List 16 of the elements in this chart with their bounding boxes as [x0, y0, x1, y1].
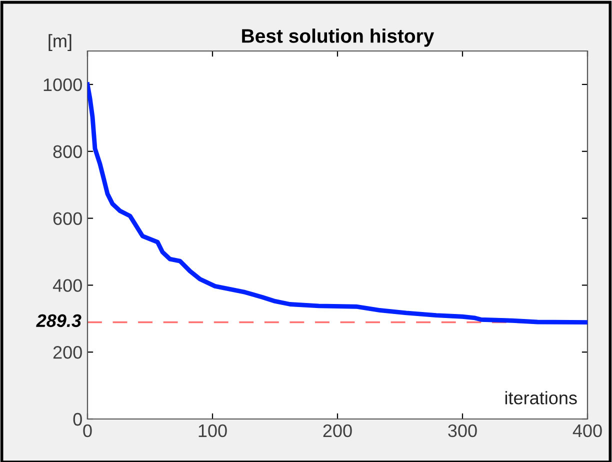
- x-axis-title: iterations: [505, 391, 577, 404]
- y-tick-label: 1000: [44, 78, 82, 92]
- chart-title: Best solution history: [242, 28, 434, 47]
- ref-line-label: 289.3: [36, 314, 82, 328]
- y-tick-label: 0: [73, 412, 82, 426]
- y-tick-label: 400: [52, 279, 82, 292]
- y-tick-label: 800: [53, 145, 82, 158]
- x-tick-label: 400: [572, 424, 602, 438]
- line-series: [88, 82, 588, 325]
- y-tick-label: 600: [53, 212, 82, 225]
- y-axis-title: [m]: [48, 34, 72, 51]
- x-tick-label: 0: [83, 424, 92, 438]
- x-tick-label: 200: [323, 424, 352, 438]
- y-tick-label: 200: [53, 346, 82, 359]
- x-tick-label: 100: [198, 424, 227, 438]
- x-tick-label: 300: [448, 424, 477, 438]
